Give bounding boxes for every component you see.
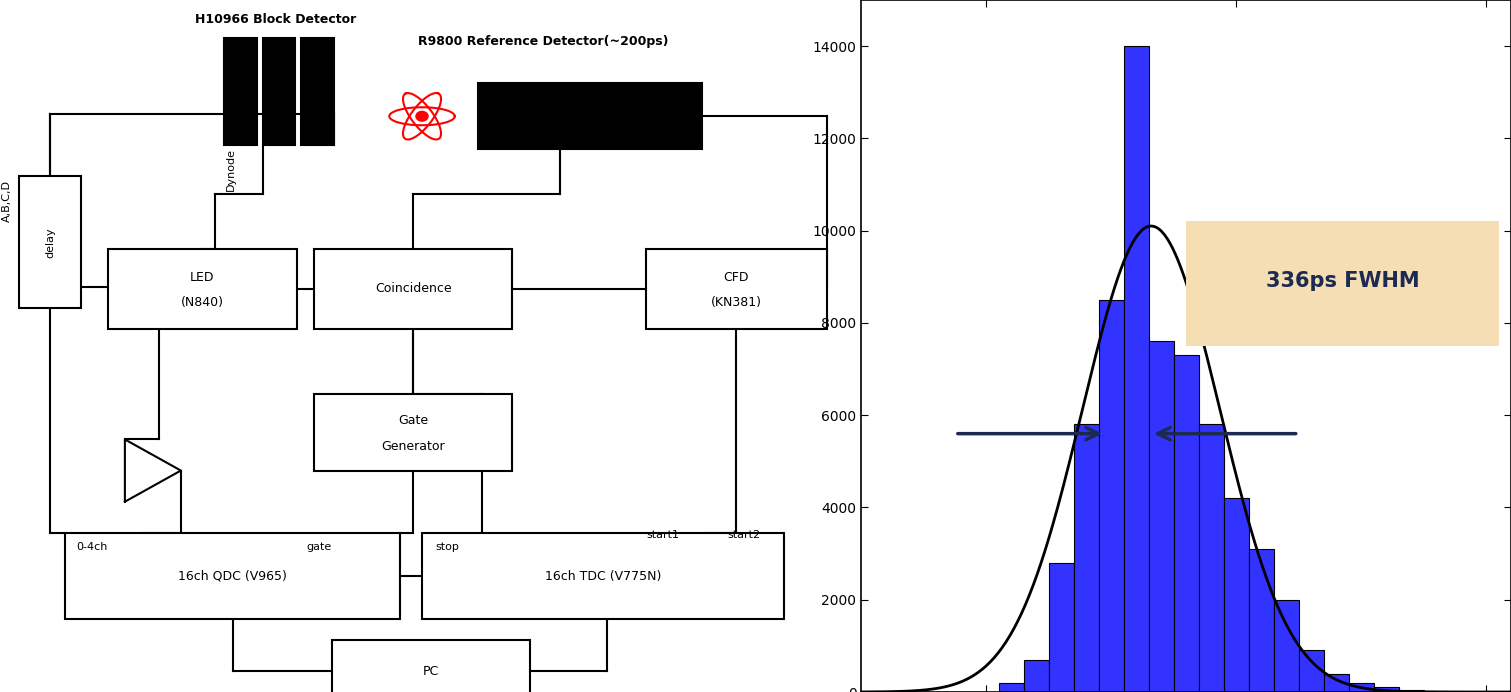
Text: Dynode: Dynode (225, 148, 236, 191)
Text: H10966 Block Detector: H10966 Block Detector (195, 13, 357, 26)
Bar (1274, 600, 1298, 692)
Text: gate: gate (307, 542, 331, 552)
Bar (1349, 683, 1373, 692)
FancyBboxPatch shape (65, 533, 400, 619)
Bar (1298, 650, 1324, 692)
Bar (224, 38, 257, 145)
Polygon shape (125, 439, 181, 502)
FancyBboxPatch shape (422, 533, 784, 619)
Text: 16ch QDC (V965): 16ch QDC (V965) (178, 570, 287, 583)
Text: 0-4ch: 0-4ch (76, 542, 107, 552)
Text: PC: PC (423, 665, 438, 677)
FancyBboxPatch shape (331, 640, 530, 692)
Text: stop: stop (435, 542, 459, 552)
Text: CFD: CFD (724, 271, 749, 284)
Bar (1373, 687, 1399, 692)
Text: start1: start1 (647, 530, 678, 540)
Bar (477, 83, 703, 149)
Bar (1124, 46, 1148, 692)
Bar (1049, 563, 1074, 692)
Bar (1198, 424, 1224, 692)
FancyBboxPatch shape (107, 249, 298, 329)
FancyBboxPatch shape (647, 249, 827, 329)
Bar (1148, 341, 1174, 692)
FancyBboxPatch shape (314, 394, 512, 471)
FancyBboxPatch shape (20, 176, 82, 308)
Circle shape (416, 111, 428, 121)
Text: Gate: Gate (399, 415, 429, 427)
Bar (1074, 424, 1098, 692)
Text: LED: LED (190, 271, 215, 284)
FancyBboxPatch shape (314, 249, 512, 329)
Bar (263, 38, 296, 145)
Text: Coincidence: Coincidence (375, 282, 452, 295)
FancyBboxPatch shape (1186, 221, 1499, 346)
Bar (1023, 659, 1049, 692)
Bar (302, 38, 334, 145)
Text: 16ch TDC (V775N): 16ch TDC (V775N) (544, 570, 662, 583)
Bar (1324, 673, 1349, 692)
Text: R9800 Reference Detector(~200ps): R9800 Reference Detector(~200ps) (417, 35, 668, 48)
Text: A,B,C,D: A,B,C,D (2, 180, 12, 221)
Bar (1098, 300, 1124, 692)
Bar (1248, 549, 1274, 692)
Text: (KN381): (KN381) (710, 296, 762, 309)
Bar (1399, 690, 1423, 692)
Bar (1423, 691, 1449, 692)
Bar (1174, 355, 1198, 692)
Text: delay: delay (45, 227, 54, 257)
Text: start2: start2 (728, 530, 762, 540)
Bar (1224, 498, 1248, 692)
Text: Generator: Generator (382, 440, 446, 453)
Text: (N840): (N840) (181, 296, 224, 309)
Text: 336ps FWHM: 336ps FWHM (1266, 271, 1419, 291)
Bar (999, 683, 1024, 692)
